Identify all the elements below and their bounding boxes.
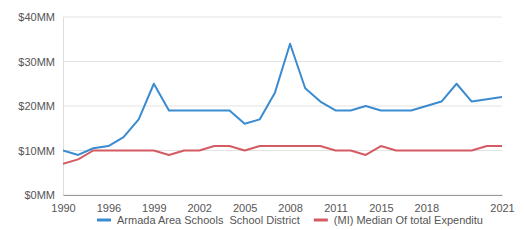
legend-swatch — [97, 219, 111, 222]
x-tick-label: 2008 — [278, 202, 302, 214]
x-tick-label: 1996 — [97, 202, 121, 214]
series-line — [63, 146, 502, 164]
x-tick-label: 1990 — [51, 202, 75, 214]
x-tick: 1996 — [97, 195, 121, 214]
x-tick: 2008 — [278, 195, 302, 214]
y-tick-label: $10MM — [18, 145, 55, 157]
grid-line — [63, 17, 502, 18]
y-tick-label: $30MM — [18, 56, 55, 68]
x-tick-label: 2002 — [187, 202, 211, 214]
x-axis-line — [64, 195, 503, 196]
legend-item: (MI) Median Of total Expenditu — [314, 214, 483, 226]
plot: $0MM $10MM $20MM $30MM $40MM 1990 1996 1999 2002… — [18, 11, 514, 214]
x-tick: 2021 — [490, 195, 514, 214]
x-tick: 2015 — [369, 195, 393, 214]
x-tick: 2018 — [415, 195, 439, 214]
y-tick: $10MM — [18, 145, 63, 157]
y-tick: $20MM — [18, 100, 63, 112]
x-tick: 2011 — [324, 195, 348, 214]
x-tick: 1999 — [142, 195, 166, 214]
grid — [63, 17, 502, 195]
x-tick-label: 2021 — [490, 202, 514, 214]
y-axis-line — [63, 18, 64, 196]
series-line — [63, 44, 502, 155]
legend-swatch — [314, 219, 328, 222]
x-tick-label: 2018 — [415, 202, 439, 214]
legend-label: (MI) Median Of total Expenditu — [334, 214, 483, 226]
series-group — [63, 44, 502, 164]
y-tick-label: $0MM — [24, 189, 55, 201]
x-tick-label: 2015 — [369, 202, 393, 214]
grid-line — [63, 195, 502, 196]
y-tick-label: $40MM — [18, 11, 55, 23]
x-tick: 2005 — [233, 195, 257, 214]
x-tick-label: 2011 — [324, 202, 348, 214]
y-tick: $0MM — [24, 189, 63, 201]
y-tick-label: $20MM — [18, 100, 55, 112]
legend-label: Armada Area Schools School District — [117, 214, 300, 226]
chart: $0MM $10MM $20MM $30MM $40MM 1990 1996 1999 2002… — [0, 0, 524, 230]
y-axis: $0MM $10MM $20MM $30MM $40MM — [18, 11, 63, 201]
x-tick-label: 2005 — [233, 202, 257, 214]
legend-item: Armada Area Schools School District — [97, 214, 300, 226]
y-tick: $30MM — [18, 56, 63, 68]
legend: Armada Area Schools School District (MI) … — [97, 214, 483, 226]
grid-line — [63, 61, 502, 62]
x-axis: 1990 1996 1999 2002 2005 2008 2011 2015 2018 2021 — [51, 195, 514, 214]
y-tick: $40MM — [18, 11, 63, 23]
x-tick: 2002 — [187, 195, 211, 214]
x-tick-label: 1999 — [142, 202, 166, 214]
x-tick: 1990 — [51, 195, 75, 214]
grid-line — [63, 106, 502, 107]
